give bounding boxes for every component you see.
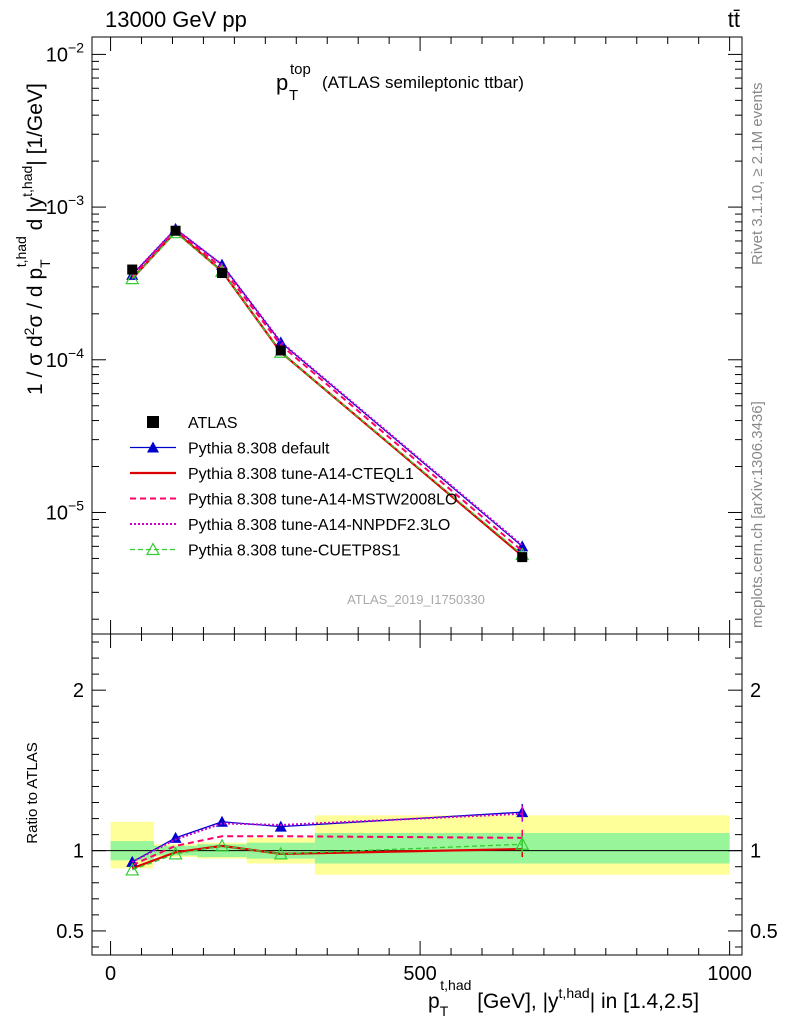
plot-title-main: p (276, 70, 288, 95)
main-plot-panel: 10−5 10−4 10−3 10−2 ATLAS Pythia 8.308 defaul… (46, 36, 743, 635)
header-process-label: tt̄ (728, 7, 740, 32)
ratio-marker-cuetp8s1 (273, 846, 288, 860)
rivet-version-label: Rivet 3.1.10, ≥ 2.1M events (749, 83, 766, 266)
legend-marker-default (147, 441, 159, 453)
main-marker-default (274, 336, 287, 348)
ratio-marker-cuetp8s1 (168, 846, 183, 860)
legend-label-nnpdf: Pythia 8.308 tune-A14-NNPDF2.3LO (188, 517, 450, 534)
ratio-line-nnpdf (131, 812, 523, 863)
main-y-axis-label: 1 / σ d2σ / d pTt,had d |yt,had| [1/GeV] (13, 83, 53, 395)
svg-text:pTt,had [GeV], |yt,had| in [1.: pTt,had [GeV], |yt,had| in [1.4,2.5] (428, 977, 699, 1019)
plot-title-rest: (ATLAS semileptonic ttbar) (322, 73, 524, 92)
svg-text:p: p (276, 70, 288, 95)
ratio-marker-cuetp8s1 (125, 862, 140, 876)
ratio-plot-panel: 0 500 1000 0.5 0.5 1 1 2 2 (56, 633, 778, 985)
mcplots-label: mcplots.cern.ch [arXiv:1306.3436] (749, 401, 766, 628)
svg-text:1 / σ d2σ / d pTt,had d |yt,ha: 1 / σ d2σ / d pTt,had d |yt,had| [1/GeV] (13, 83, 53, 395)
main-marker-atlas (127, 264, 138, 275)
main-y-tick-label: 10−5 (46, 497, 84, 524)
legend: ATLAS Pythia 8.308 default Pythia 8.308 tu… (130, 415, 457, 560)
ratio-marker-cuetp8s1 (214, 838, 230, 852)
ratio-y-tick-label-left: 1 (73, 841, 84, 863)
main-marker-atlas (517, 552, 528, 563)
ratio-y-axis-label: Ratio to ATLAS (24, 742, 41, 843)
main-y-tick-label: 10−4 (46, 345, 84, 372)
main-marker-cuetp8s1 (125, 271, 140, 285)
ratio-y-tick-label-right: 1 (750, 841, 761, 863)
analysis-watermark: ATLAS_2019_I1750330 (347, 592, 485, 607)
main-marker-atlas (170, 225, 181, 236)
ratio-y-tick-label-left: 2 (73, 680, 84, 702)
legend-label-cuetp8s1: Pythia 8.308 tune-CUETP8S1 (188, 543, 401, 560)
legend-marker-atlas (147, 416, 159, 428)
ratio-y-tick-label-left: 0.5 (56, 921, 84, 943)
plot-title-sub: T (289, 87, 298, 104)
main-y-tick-label: 10−2 (46, 39, 84, 66)
legend-marker-cuetp8s1 (145, 542, 161, 556)
ratio-y-tick-label-right: 0.5 (750, 921, 778, 943)
plot-title: p top T (ATLAS semileptonic ttbar) (276, 61, 524, 104)
ratio-line-mstw (131, 835, 523, 867)
ratio-frame (91, 633, 743, 956)
ratio-line-cuetp8s1 (132, 843, 523, 871)
legend-label-cteql1: Pythia 8.308 tune-A14-CTEQL1 (188, 466, 414, 483)
legend-label-default: Pythia 8.308 default (188, 441, 330, 458)
x-tick-label: 0 (105, 963, 116, 985)
legend-label-atlas: ATLAS (188, 415, 238, 432)
ratio-line-cteql1 (131, 844, 523, 870)
main-y-tick-label: 10−3 (46, 192, 84, 219)
x-tick-label: 1000 (707, 963, 752, 985)
header-energy-label: 13000 GeV pp (105, 7, 247, 32)
ratio-y-tick-label-right: 2 (750, 680, 761, 702)
legend-label-mstw: Pythia 8.308 tune-A14-MSTW2008LO (188, 492, 457, 509)
x-axis-label: pTt,had [GeV], |yt,had| in [1.4,2.5] (428, 977, 699, 1019)
x-tick-label: 500 (403, 963, 436, 985)
plot-title-sup: top (290, 61, 311, 78)
ratio-marker-default (274, 820, 287, 832)
main-marker-atlas (217, 268, 227, 279)
main-marker-atlas (275, 345, 286, 356)
